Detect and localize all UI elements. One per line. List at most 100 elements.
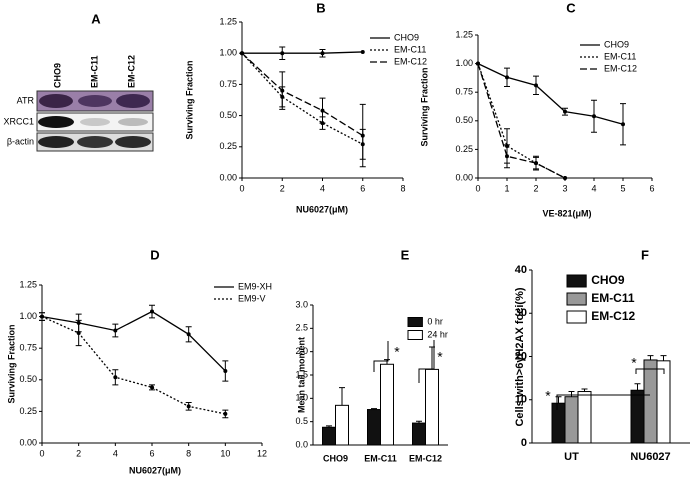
error-bar: [112, 323, 119, 338]
lane-label: EM-C12: [126, 55, 136, 88]
band: [77, 136, 113, 148]
band: [80, 118, 110, 126]
error-bar: [75, 319, 82, 347]
band: [78, 95, 112, 107]
legend-swatch: [566, 274, 587, 288]
y-tick-label: 1.25: [455, 29, 473, 39]
y-tick-label: 1.25: [219, 16, 237, 26]
bar: [380, 363, 394, 446]
error-bar: [326, 425, 332, 428]
error-bar: [533, 156, 539, 170]
x-tick-label: 0: [239, 183, 244, 193]
error-bar: [185, 402, 192, 411]
bar: [322, 426, 336, 446]
x-axis-label: NU6027(μM): [296, 204, 348, 214]
y-tick-label: 0.25: [455, 144, 473, 154]
y-tick-label: 3.0: [295, 299, 308, 309]
bar: [577, 391, 592, 444]
bracket: [556, 394, 650, 410]
lane-label: CHO9: [52, 63, 62, 88]
legend-label: EM-C11: [394, 44, 426, 54]
band: [39, 94, 73, 108]
error-bar: [112, 369, 119, 386]
y-tick-label: 20: [515, 350, 527, 362]
y-tick-label: 10: [515, 394, 527, 406]
x-tick-label: EM-C12: [409, 453, 442, 463]
x-tick-label: 4: [320, 183, 325, 193]
legend-swatch: [566, 310, 587, 324]
legend-label: CHO9: [604, 39, 629, 49]
bar: [630, 389, 645, 444]
bracket: [418, 340, 435, 383]
row-label: β-actin: [7, 136, 34, 146]
series-line: [41, 310, 226, 372]
blot-panel: A CHO9 EM-C11 EM-C12 ATR XRCC1 β-actin: [3, 11, 154, 152]
y-tick-label: 0.00: [455, 172, 473, 182]
y-tick-label: 40: [515, 264, 527, 276]
x-tick-label: 2: [76, 448, 81, 458]
y-tick-label: 1.5: [295, 369, 308, 379]
y-axis-label: Surviving Fraction: [419, 67, 429, 146]
y-tick-label: 0.00: [19, 437, 37, 447]
error-bar: [384, 359, 390, 365]
error-bar: [634, 383, 641, 391]
error-bar: [185, 326, 192, 343]
x-tick-label: 5: [620, 183, 625, 193]
point: [360, 49, 365, 54]
y-tick-label: 1.0: [295, 393, 308, 403]
x-tick-label: 8: [186, 448, 191, 458]
error-bar: [581, 388, 588, 392]
bar: [564, 396, 579, 444]
legend-label: EM-C12: [604, 63, 637, 73]
band: [38, 136, 74, 148]
y-tick-label: 0.0: [295, 439, 308, 449]
error-bar: [660, 355, 667, 361]
point: [563, 176, 567, 180]
y-tick-label: 2.0: [295, 346, 308, 356]
x-tick-label: 12: [257, 448, 267, 458]
series-line: [241, 52, 364, 137]
row-label: ATR: [17, 95, 35, 105]
legend-label: EM-C11: [604, 51, 636, 61]
bar: [367, 409, 381, 446]
band: [118, 118, 148, 126]
x-tick-label: 0: [475, 183, 480, 193]
annotation: *: [437, 349, 443, 365]
annotation: *: [545, 388, 551, 404]
x-tick-label: 8: [400, 183, 405, 193]
x-tick-label: 2: [280, 183, 285, 193]
y-tick-label: 0.25: [219, 141, 237, 151]
error-bar: [319, 97, 326, 124]
y-tick-label: 1.25: [19, 279, 37, 289]
y-tick-label: 1.00: [219, 48, 237, 58]
error-bar: [339, 387, 345, 406]
x-tick-label: 6: [149, 448, 154, 458]
legend-label: CHO9: [394, 32, 419, 42]
bar: [643, 359, 658, 444]
x-tick-label: 4: [591, 183, 596, 193]
x-axis-label: NU6027(μM): [129, 465, 181, 475]
legend-label: EM-C11: [591, 291, 635, 305]
point: [240, 51, 244, 56]
y-tick-label: 1.00: [455, 58, 473, 68]
lane-label: EM-C11: [89, 55, 99, 88]
y-tick-label: 0.75: [19, 343, 37, 353]
x-tick-label: 6: [360, 183, 365, 193]
y-axis-label: Surviving Fraction: [184, 60, 194, 139]
legend-swatch: [407, 317, 423, 327]
legend-label: CHO9: [591, 273, 625, 287]
x-tick-label: 4: [113, 448, 118, 458]
series-line: [477, 63, 624, 125]
error-bar: [504, 144, 510, 169]
x-tick-label: 1: [504, 183, 509, 193]
error-bar: [562, 107, 568, 116]
error-bar: [647, 355, 654, 360]
series-line: [241, 52, 364, 145]
y-tick-label: 0.75: [219, 79, 237, 89]
panel-label: A: [91, 11, 101, 26]
legend-label: 0 hr: [427, 316, 443, 326]
bracket: [635, 368, 665, 374]
x-tick-label: EM-C11: [364, 453, 397, 463]
error-bar: [359, 103, 366, 168]
point: [476, 61, 480, 66]
